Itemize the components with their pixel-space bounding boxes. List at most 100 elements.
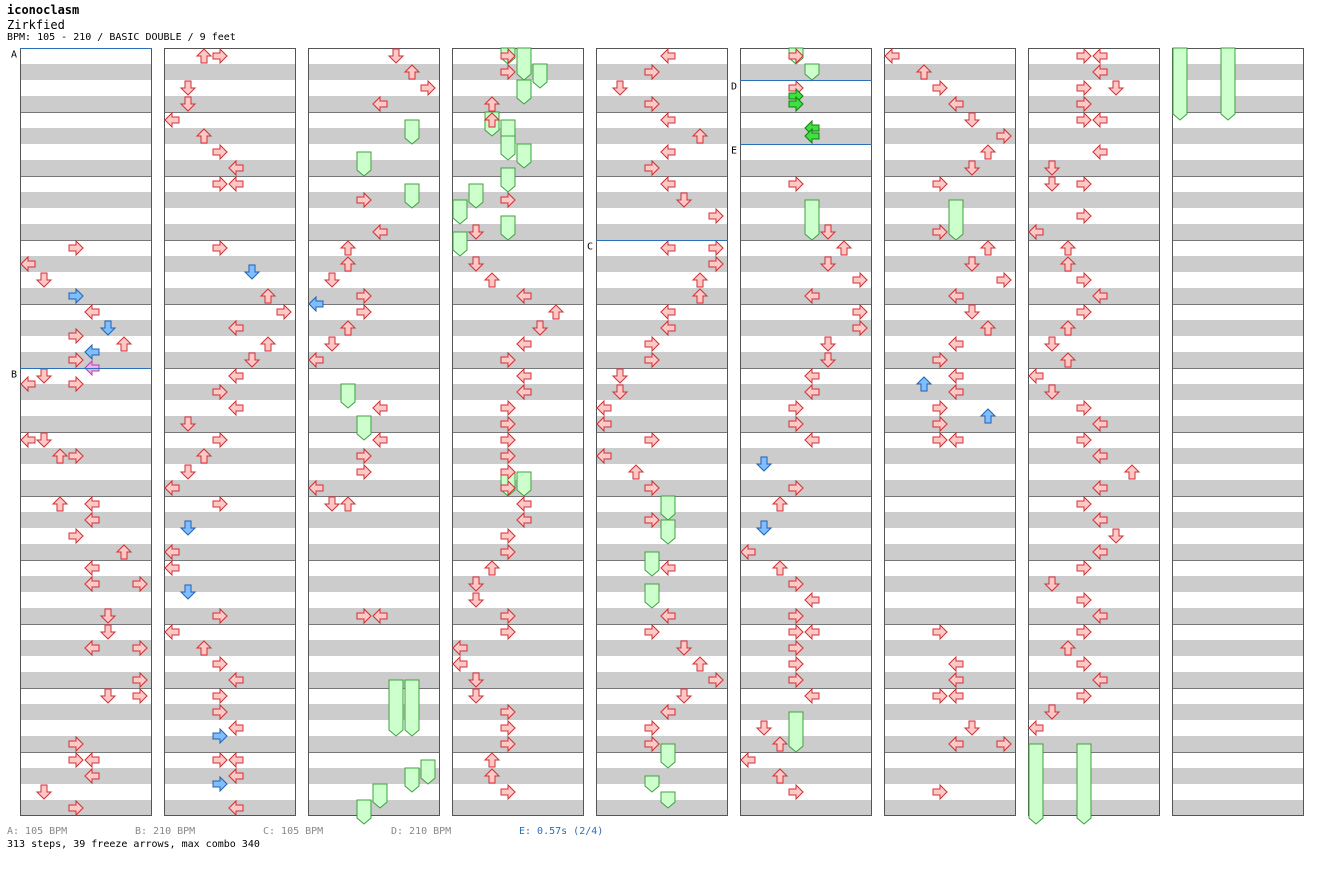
chart-summary: 313 steps, 39 freeze arrows, max combo 3… [7,839,260,850]
step-arrow-left [308,479,324,497]
step-arrow-left [1092,511,1108,529]
beat-stripe [884,544,1016,560]
beat-stripe [452,672,584,688]
step-arrow-down [611,80,629,96]
step-arrow-left [660,47,676,65]
beat-stripe [164,736,296,752]
step-arrow-right [644,719,660,737]
step-arrow-right [708,255,724,273]
beat-stripe [1172,256,1304,272]
step-arrow-down [179,464,197,480]
beat-stripe [596,288,728,304]
beat-stripe [308,576,440,592]
step-arrow-left [596,447,612,465]
beat-stripe [740,544,872,560]
step-arrow-right [500,47,516,65]
freeze-arrow [948,199,964,241]
beat-stripe [308,800,440,816]
step-arrow-left [84,495,100,513]
step-arrow-down [963,160,981,176]
step-arrow-right [1076,399,1092,417]
beat-stripe [452,224,584,240]
step-arrow-right [644,511,660,529]
step-arrow-up [339,256,357,272]
beat-stripe [1172,288,1304,304]
step-arrow-right [276,303,292,321]
step-arrow-right [356,447,372,465]
step-arrow-right [852,303,868,321]
step-arrow-right [1076,559,1092,577]
step-arrow-down [35,272,53,288]
step-arrow-left [164,623,180,641]
step-arrow-right [1076,655,1092,673]
beat-stripe [452,640,584,656]
step-arrow-right [500,63,516,81]
beat-stripe [20,288,152,304]
freeze-arrow [500,167,516,193]
step-arrow-up [771,736,789,752]
beat-stripe [1028,576,1160,592]
step-arrow-right [212,175,228,193]
step-arrow-right [212,143,228,161]
freeze-arrow [404,119,420,145]
beat-stripe [20,416,152,432]
freeze-arrow [644,551,660,577]
beat-stripe [740,800,872,816]
step-arrow-down [323,272,341,288]
step-arrow-left [516,287,532,305]
freeze-arrow [532,63,548,89]
step-arrow-left [372,431,388,449]
step-arrow-right [932,79,948,97]
step-arrow-left [516,511,532,529]
step-arrow-left [84,639,100,657]
step-arrow-up [547,304,565,320]
beat-stripe [884,160,1016,176]
freeze-arrow [452,199,468,225]
beat-stripe [20,128,152,144]
beat-stripe [884,512,1016,528]
beat-stripe [20,608,152,624]
beat-stripe [1028,704,1160,720]
step-arrow-left [884,47,900,65]
step-arrow-left [164,479,180,497]
beat-stripe [308,544,440,560]
freeze-arrow [468,183,484,209]
step-arrow-up [979,320,997,336]
beat-stripe [164,384,296,400]
step-arrow-left [804,383,820,401]
beat-stripe [452,96,584,112]
freeze-arrow [1172,47,1188,121]
column-border [884,48,1016,816]
step-arrow-right [932,175,948,193]
beat-stripe [1028,160,1160,176]
bpm-change-label: D [731,82,737,93]
step-arrow-left [516,335,532,353]
step-arrow-left [452,639,468,657]
step-arrow-down [611,368,629,384]
step-arrow-right [996,735,1012,753]
legend-item-d: D: 210 BPM [391,826,452,837]
freeze-arrow [660,495,676,521]
step-arrow-down [99,688,117,704]
step-arrow-right [1076,687,1092,705]
step-arrow-up [483,768,501,784]
beat-stripe [1172,800,1304,816]
beat-stripe [596,672,728,688]
beat-stripe [1172,672,1304,688]
step-arrow-up [339,496,357,512]
freeze-arrow [1028,743,1044,825]
freeze-arrow [404,183,420,209]
step-arrow-right [500,191,516,209]
step-arrow-left [1028,223,1044,241]
freeze-arrow [644,775,660,793]
beat-stripe [884,352,1016,368]
step-arrow-right [500,399,516,417]
step-arrow-left [84,751,100,769]
step-arrow-right [644,351,660,369]
step-arrow-right [708,671,724,689]
step-arrow-up [339,320,357,336]
beat-stripe [1172,192,1304,208]
step-arrow-up [483,112,501,128]
step-arrow-right [356,191,372,209]
step-arrow-right [1076,271,1092,289]
